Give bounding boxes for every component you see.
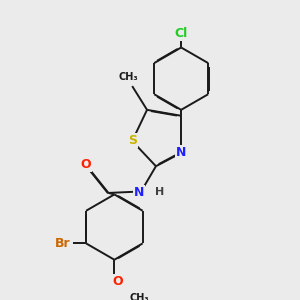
Text: N: N [134,186,144,200]
Text: CH₃: CH₃ [130,293,149,300]
Text: O: O [112,274,123,288]
Text: S: S [128,134,137,148]
Text: CH₃: CH₃ [119,72,138,82]
Text: N: N [176,146,186,159]
Text: O: O [81,158,92,171]
Text: H: H [155,187,164,197]
Text: Br: Br [55,237,70,250]
Text: Cl: Cl [175,27,188,40]
